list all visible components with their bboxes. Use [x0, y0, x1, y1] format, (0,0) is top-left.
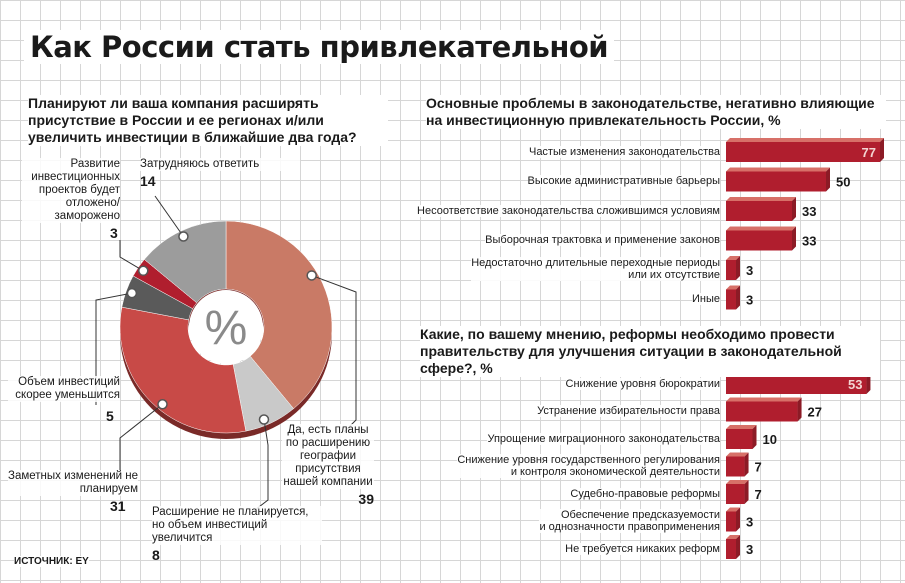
problems-bar-side-1: [826, 167, 830, 192]
pie-leader-5: [154, 195, 184, 237]
problems-category-5: Иные: [691, 293, 720, 305]
problems-category-3: Выборочная трактовка и применение законо…: [485, 234, 720, 246]
problems-value-5: 3: [746, 293, 753, 308]
pie-marker-3: [126, 287, 138, 299]
problems-bar-1: [726, 171, 826, 192]
reforms-bar-top-3: [726, 452, 749, 457]
reforms-value-1: 27: [808, 405, 822, 420]
reforms-category-0: Снижение уровня бюрократии: [565, 377, 720, 390]
problems-value-3: 33: [802, 234, 816, 249]
pie-label-decrease: Объем инвестиций скорее уменьшится 5: [8, 376, 120, 423]
reforms-bar-5: [726, 511, 736, 532]
reforms-bar-3: [726, 456, 745, 477]
pie-label-no-change: Заметных изменений не планируем 31: [8, 470, 138, 514]
reforms-value-6: 3: [746, 542, 753, 557]
problems-bar-top-3: [726, 226, 796, 231]
reforms-value-5: 3: [746, 515, 753, 530]
pie-hole: [189, 290, 263, 364]
pie-slice-0: [225, 220, 333, 410]
pie-leader-3: [95, 292, 133, 405]
problems-value-1: 50: [836, 175, 850, 190]
bar-chart-1-title: Основные проблемы в законодательстве, не…: [426, 95, 886, 129]
pie-label-undecided: Затрудняюсь ответить 14: [140, 158, 300, 188]
problems-bar-side-4: [736, 256, 740, 280]
pie-marker-2: [157, 399, 168, 410]
reforms-bar-side-6: [736, 535, 740, 559]
problems-bar-3: [726, 230, 792, 251]
reforms-bar-side-3: [744, 452, 749, 477]
bar-chart-2-title: Какие, по вашему мнению, реформы необход…: [420, 326, 880, 377]
pie-label-expansion: Да, есть планы по расширению географии п…: [282, 424, 374, 507]
reforms-bar-0: [726, 374, 867, 394]
pie-leader-2: [119, 403, 163, 470]
reforms-value-2: 10: [763, 432, 777, 447]
reforms-category-5: Обеспечение предсказуемости и однозначно…: [539, 508, 720, 533]
problems-bar-top-5: [726, 285, 740, 290]
reforms-bar-1: [726, 401, 798, 422]
reforms-value-4: 7: [755, 487, 762, 502]
reforms-bar-2: [726, 429, 753, 449]
reforms-bar-side-2: [752, 425, 757, 449]
problems-bar-0: [726, 142, 880, 162]
reforms-bar-top-1: [726, 397, 802, 402]
reforms-bar-side-1: [797, 397, 802, 422]
problems-bar-side-0: [880, 138, 884, 162]
problems-bar-top-4: [726, 256, 740, 260]
reforms-bar-side-4: [744, 480, 749, 504]
reforms-value-0: 53: [848, 377, 862, 392]
problems-value-2: 33: [802, 204, 816, 219]
reforms-category-4: Судебно-правовые реформы: [570, 487, 720, 500]
pie-leader-1: [254, 419, 269, 511]
pie-marker-0: [306, 270, 317, 281]
problems-category-2: Несоответствие законодательства сложивши…: [417, 204, 720, 217]
pie-marker-1: [258, 414, 270, 425]
reforms-category-3: Снижение уровня государственного регулир…: [457, 453, 720, 478]
pie-label-invest-increase: Расширение не планируется, но объем инве…: [152, 506, 322, 562]
problems-bar-side-3: [792, 226, 796, 251]
reforms-category-1: Устранение избирательности права: [537, 405, 720, 417]
pie-chart-title: Планируют ли ваша компания расширять при…: [28, 95, 388, 146]
reforms-bar-side-5: [736, 507, 740, 532]
page-title: Как России стать привлекательной: [24, 30, 615, 64]
reforms-bar-4: [726, 484, 745, 504]
reforms-bar-6: [726, 539, 736, 559]
problems-bar-4: [726, 260, 736, 280]
pie-slice-2: [119, 306, 247, 434]
reforms-bar-top-4: [726, 480, 749, 484]
problems-bar-top-1: [726, 167, 830, 172]
pie-center-label: %: [205, 302, 248, 355]
source-note: ИСТОЧНИК: EY: [14, 556, 89, 567]
reforms-bar-top-6: [726, 535, 740, 539]
reforms-value-3: 7: [755, 460, 762, 475]
pie-marker-5: [178, 231, 189, 242]
pie-label-postponed: Развитие инвестиционных проектов будет о…: [22, 158, 120, 240]
pie-marker-4: [138, 265, 149, 277]
problems-bar-top-0: [726, 138, 884, 142]
problems-category-4: Недостаточно длительные переходные перио…: [471, 257, 720, 281]
pie-leader-4: [119, 240, 144, 272]
problems-bar-5: [726, 289, 736, 310]
problems-bar-top-2: [726, 197, 796, 201]
pie-slice-5: [143, 220, 227, 304]
reforms-bar-top-5: [726, 507, 740, 512]
problems-bar-side-2: [792, 197, 796, 221]
reforms-category-6: Не требуется никаких реформ: [565, 542, 720, 555]
problems-value-4: 3: [746, 263, 753, 278]
problems-value-0: 77: [862, 145, 876, 160]
problems-category-1: Высокие административные барьеры: [527, 175, 720, 187]
problems-category-0: Частые изменения законодательства: [528, 145, 720, 158]
reforms-category-2: Упрощение миграционного законодательства: [487, 432, 720, 445]
problems-bar-2: [726, 201, 792, 221]
problems-bar-side-5: [736, 285, 740, 310]
reforms-bar-top-2: [726, 425, 757, 429]
